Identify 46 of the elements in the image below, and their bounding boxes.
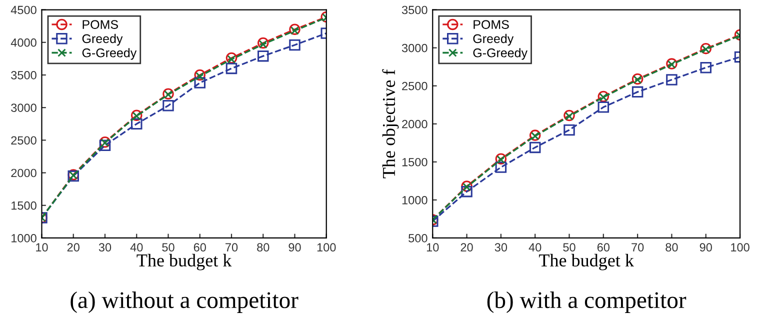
y-tick-label: 3500: [402, 6, 428, 14]
y-tick-label: 500: [408, 234, 428, 242]
y-tick-label: 1000: [402, 196, 428, 204]
x-tick-label: 10: [426, 243, 439, 252]
legend-label: Greedy: [473, 34, 514, 46]
x-axis-title: The budget k: [539, 254, 634, 270]
x-tick-label: 80: [257, 243, 270, 252]
y-tick-label: 3500: [11, 71, 36, 80]
x-tick-label: 20: [460, 243, 473, 252]
y-tick-label: 2500: [11, 136, 36, 145]
y-tick-label: 4000: [10, 38, 36, 47]
legend-label: G-Greedy: [82, 48, 137, 60]
x-tick-label: 70: [226, 243, 238, 252]
y-tick-label: 1500: [12, 201, 36, 210]
legend-label: G-Greedy: [473, 48, 528, 60]
x-tick-label: 20: [67, 243, 80, 252]
x-tick-label: 40: [130, 243, 143, 252]
x-tick-label: 60: [194, 243, 206, 252]
y-tick-label: 1500: [402, 158, 428, 166]
x-tick-label: 30: [98, 243, 112, 252]
text: (a) without a competitor: [70, 292, 298, 313]
legend-label: Greedy: [82, 34, 123, 46]
x-tick-label: 80: [666, 243, 678, 252]
legend-label: POMS: [82, 20, 118, 29]
y-tick-label: 1000: [12, 234, 36, 242]
y-tick-label: 2000: [11, 168, 36, 178]
x-tick-label: 90: [700, 243, 712, 252]
y-tick-label: 4500: [10, 6, 36, 14]
x-tick-label: 10: [36, 243, 48, 252]
x-tick-label: 40: [528, 243, 542, 252]
x-axis-title: The budget k: [136, 254, 232, 270]
x-tick-label: 50: [563, 243, 576, 252]
y-tick-label: 2000: [402, 120, 428, 128]
x-tick-label: 30: [494, 243, 508, 252]
y-axis-title: The objective f: [382, 69, 399, 178]
x-tick-label: 60: [597, 243, 610, 252]
x-tick-label: 70: [632, 243, 644, 252]
x-tick-label: 90: [288, 243, 301, 252]
text: (b) with a competitor: [487, 292, 686, 313]
legend-label: POMS: [474, 20, 509, 29]
x-tick-label: 100: [731, 243, 750, 252]
x-tick-label: 100: [317, 243, 336, 252]
x-tick-label: 50: [162, 243, 174, 252]
y-tick-label: 3000: [402, 44, 428, 52]
y-tick-label: 2500: [402, 82, 428, 90]
y-tick-label: 3000: [11, 104, 36, 112]
